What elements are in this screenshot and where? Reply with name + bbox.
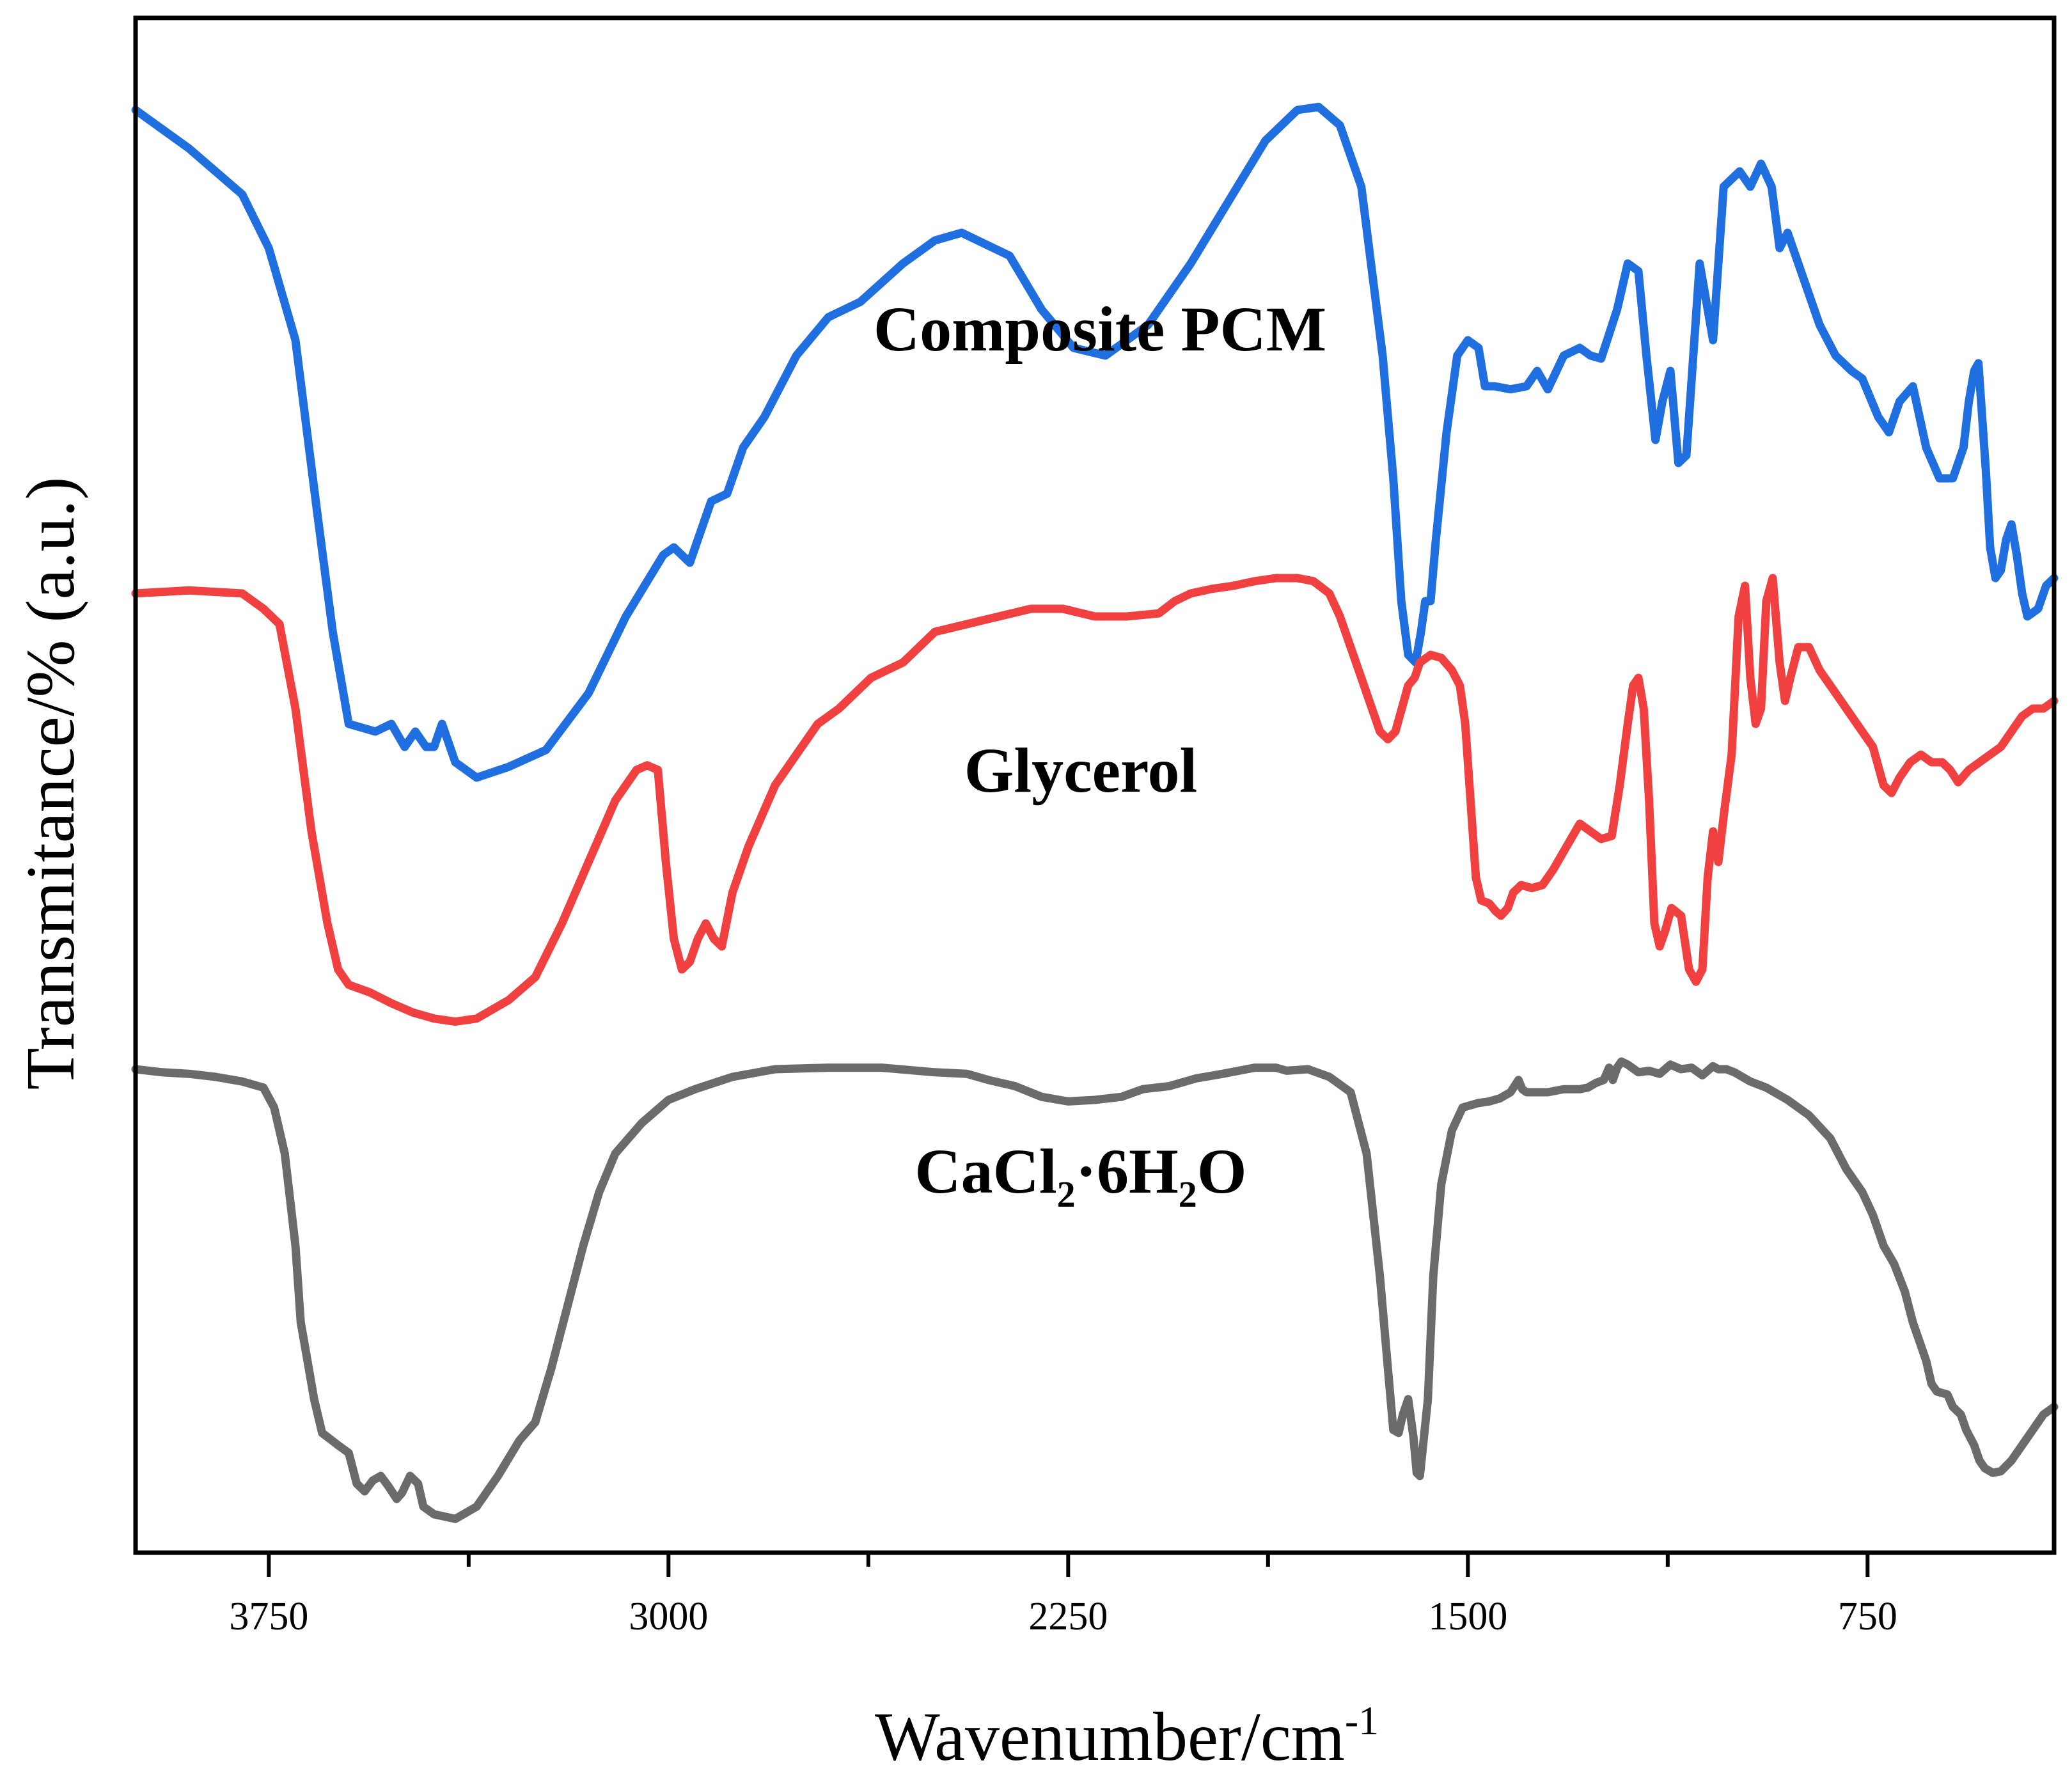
x-axis-title: Wavenumber/cm-1 <box>875 1698 1379 1772</box>
series-line-cacl-6h-o <box>131 1057 2059 1523</box>
series-label-composite-pcm: Composite PCM <box>874 294 1326 365</box>
series-line-composite-pcm <box>131 102 2059 782</box>
x-tick-label-3750: 3750 <box>229 1595 308 1638</box>
x-tick-label-3000: 3000 <box>629 1595 708 1638</box>
x-axis-title-text: Wavenumber/cm <box>875 1699 1345 1772</box>
series-label-glycerol: Glycerol <box>964 735 1198 806</box>
x-axis-title-superscript: -1 <box>1345 1698 1379 1743</box>
series-layer <box>131 102 2059 1523</box>
series-line-glycerol <box>131 574 2059 1026</box>
series-label-cacl-6h-o: CaCl2·6H2O <box>914 1136 1246 1215</box>
x-tick-label-1500: 1500 <box>1428 1595 1507 1638</box>
x-tick-label-750: 750 <box>1838 1595 1897 1638</box>
x-axis-ticks: 3750 3000 2250 1500 750 <box>229 1553 1897 1638</box>
x-tick-label-2250: 2250 <box>1028 1595 1108 1638</box>
y-axis-title: Transmitance/% (a.u.) <box>13 477 89 1090</box>
series-labels: Composite PCM Glycerol CaCl2·6H2O <box>874 294 1326 1215</box>
plot-frame <box>133 15 2057 1555</box>
